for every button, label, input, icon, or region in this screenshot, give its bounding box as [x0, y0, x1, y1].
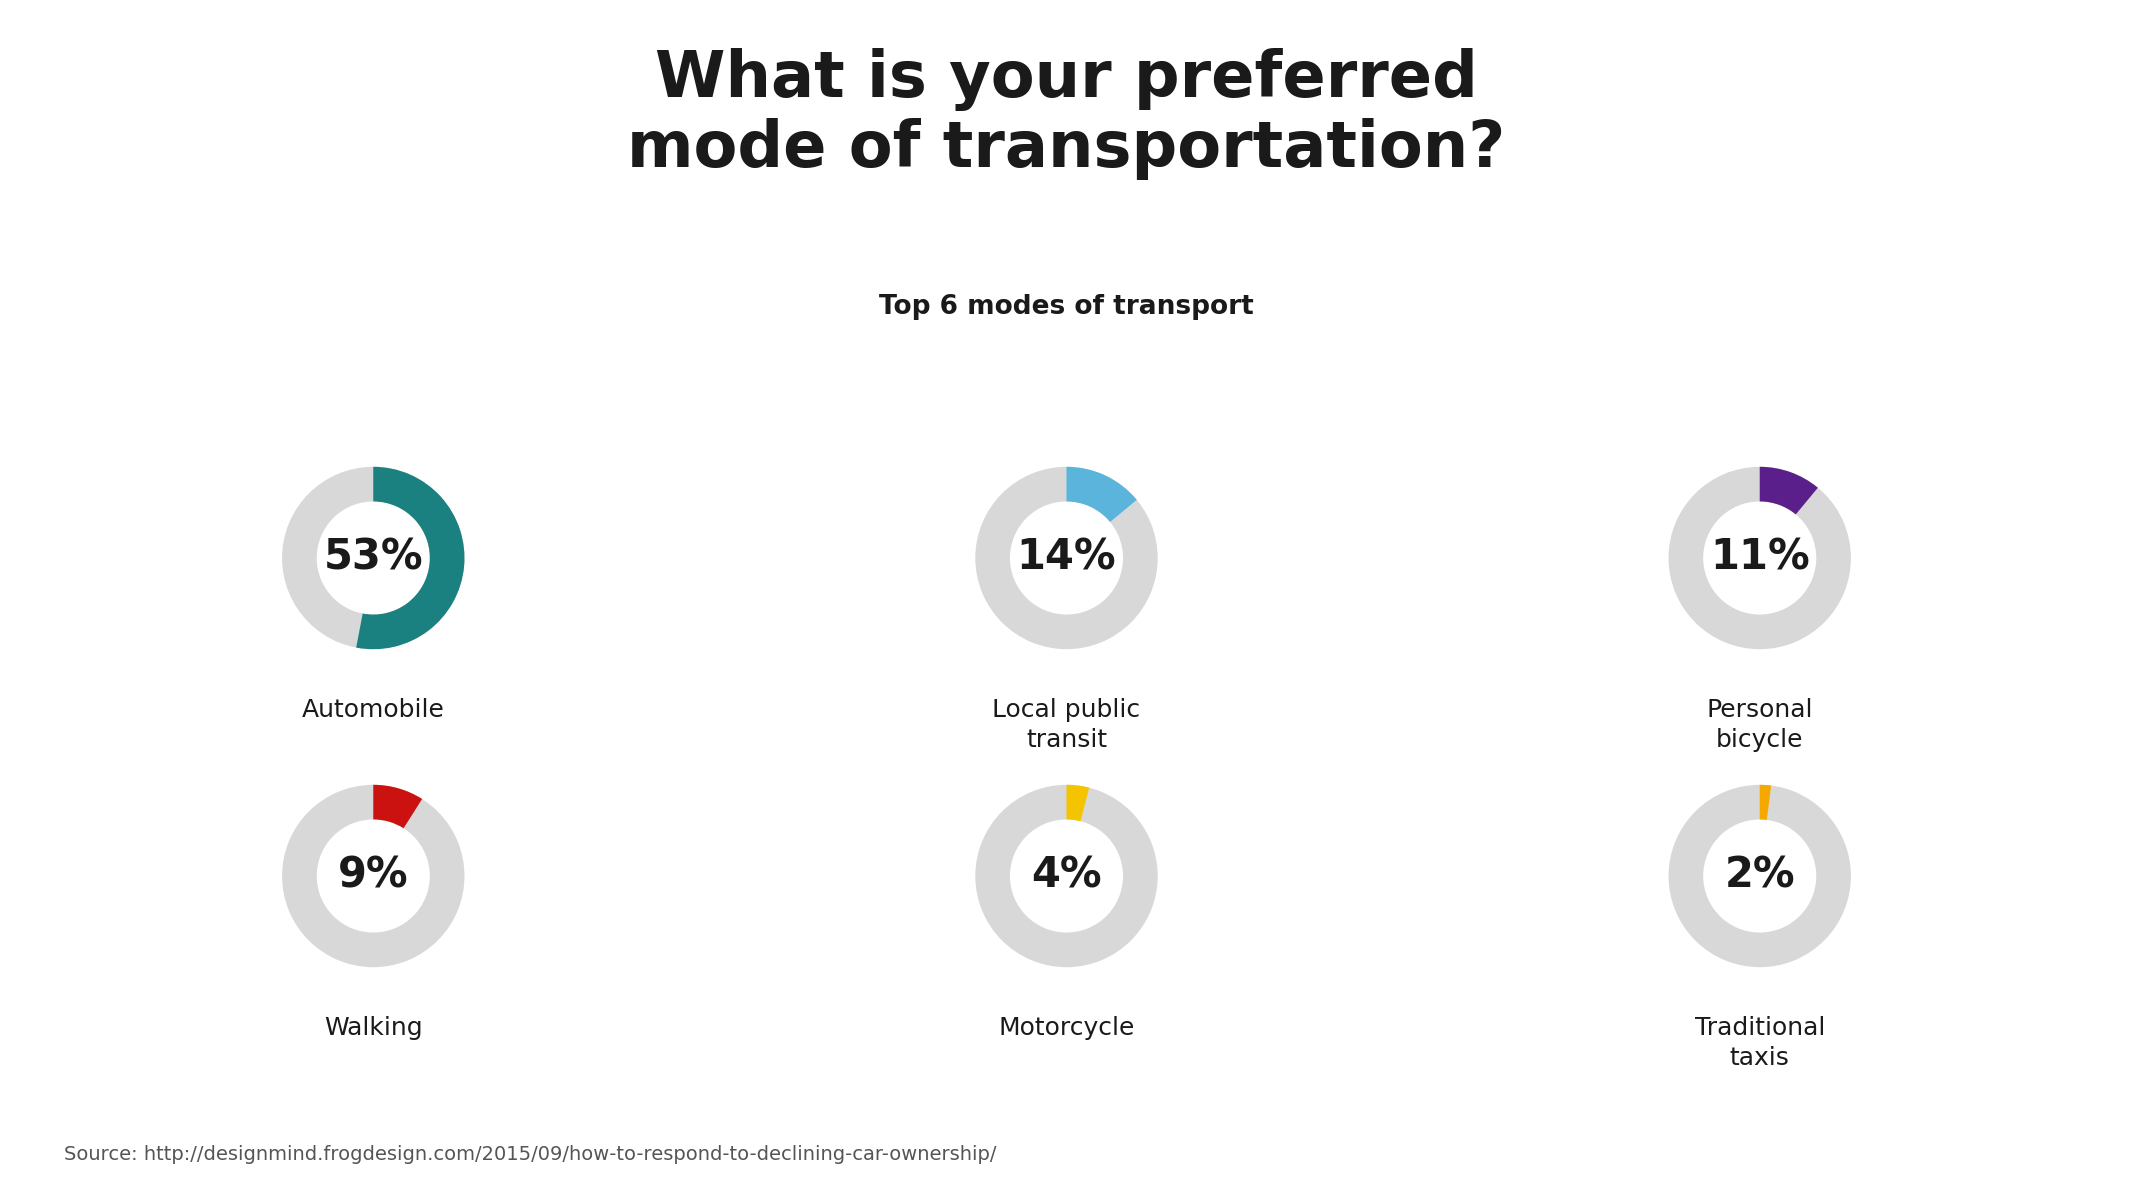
Text: Local public
transit: Local public transit: [992, 698, 1141, 752]
Text: Walking: Walking: [324, 1016, 422, 1040]
Text: Motorcycle: Motorcycle: [998, 1016, 1135, 1040]
Text: Top 6 modes of transport: Top 6 modes of transport: [879, 294, 1254, 320]
Text: 14%: 14%: [1017, 536, 1116, 578]
Text: Source: http://designmind.frogdesign.com/2015/09/how-to-respond-to-declining-car: Source: http://designmind.frogdesign.com…: [64, 1145, 996, 1164]
Text: 11%: 11%: [1711, 536, 1809, 578]
Wedge shape: [282, 785, 465, 967]
Text: 2%: 2%: [1723, 854, 1796, 898]
Wedge shape: [975, 785, 1158, 967]
Wedge shape: [356, 467, 465, 649]
Wedge shape: [373, 785, 422, 828]
Wedge shape: [1668, 467, 1851, 649]
Wedge shape: [282, 467, 465, 649]
Wedge shape: [1668, 785, 1851, 967]
Wedge shape: [1066, 785, 1090, 821]
Text: 9%: 9%: [337, 854, 410, 898]
Wedge shape: [1066, 467, 1137, 522]
Text: Traditional
taxis: Traditional taxis: [1694, 1016, 1826, 1070]
Wedge shape: [1760, 467, 1817, 515]
Text: Personal
bicycle: Personal bicycle: [1706, 698, 1813, 752]
Text: 53%: 53%: [324, 536, 422, 578]
Text: What is your preferred
mode of transportation?: What is your preferred mode of transport…: [627, 48, 1506, 180]
Text: Automobile: Automobile: [303, 698, 444, 722]
Wedge shape: [1760, 785, 1770, 820]
Text: 4%: 4%: [1030, 854, 1103, 898]
Wedge shape: [975, 467, 1158, 649]
